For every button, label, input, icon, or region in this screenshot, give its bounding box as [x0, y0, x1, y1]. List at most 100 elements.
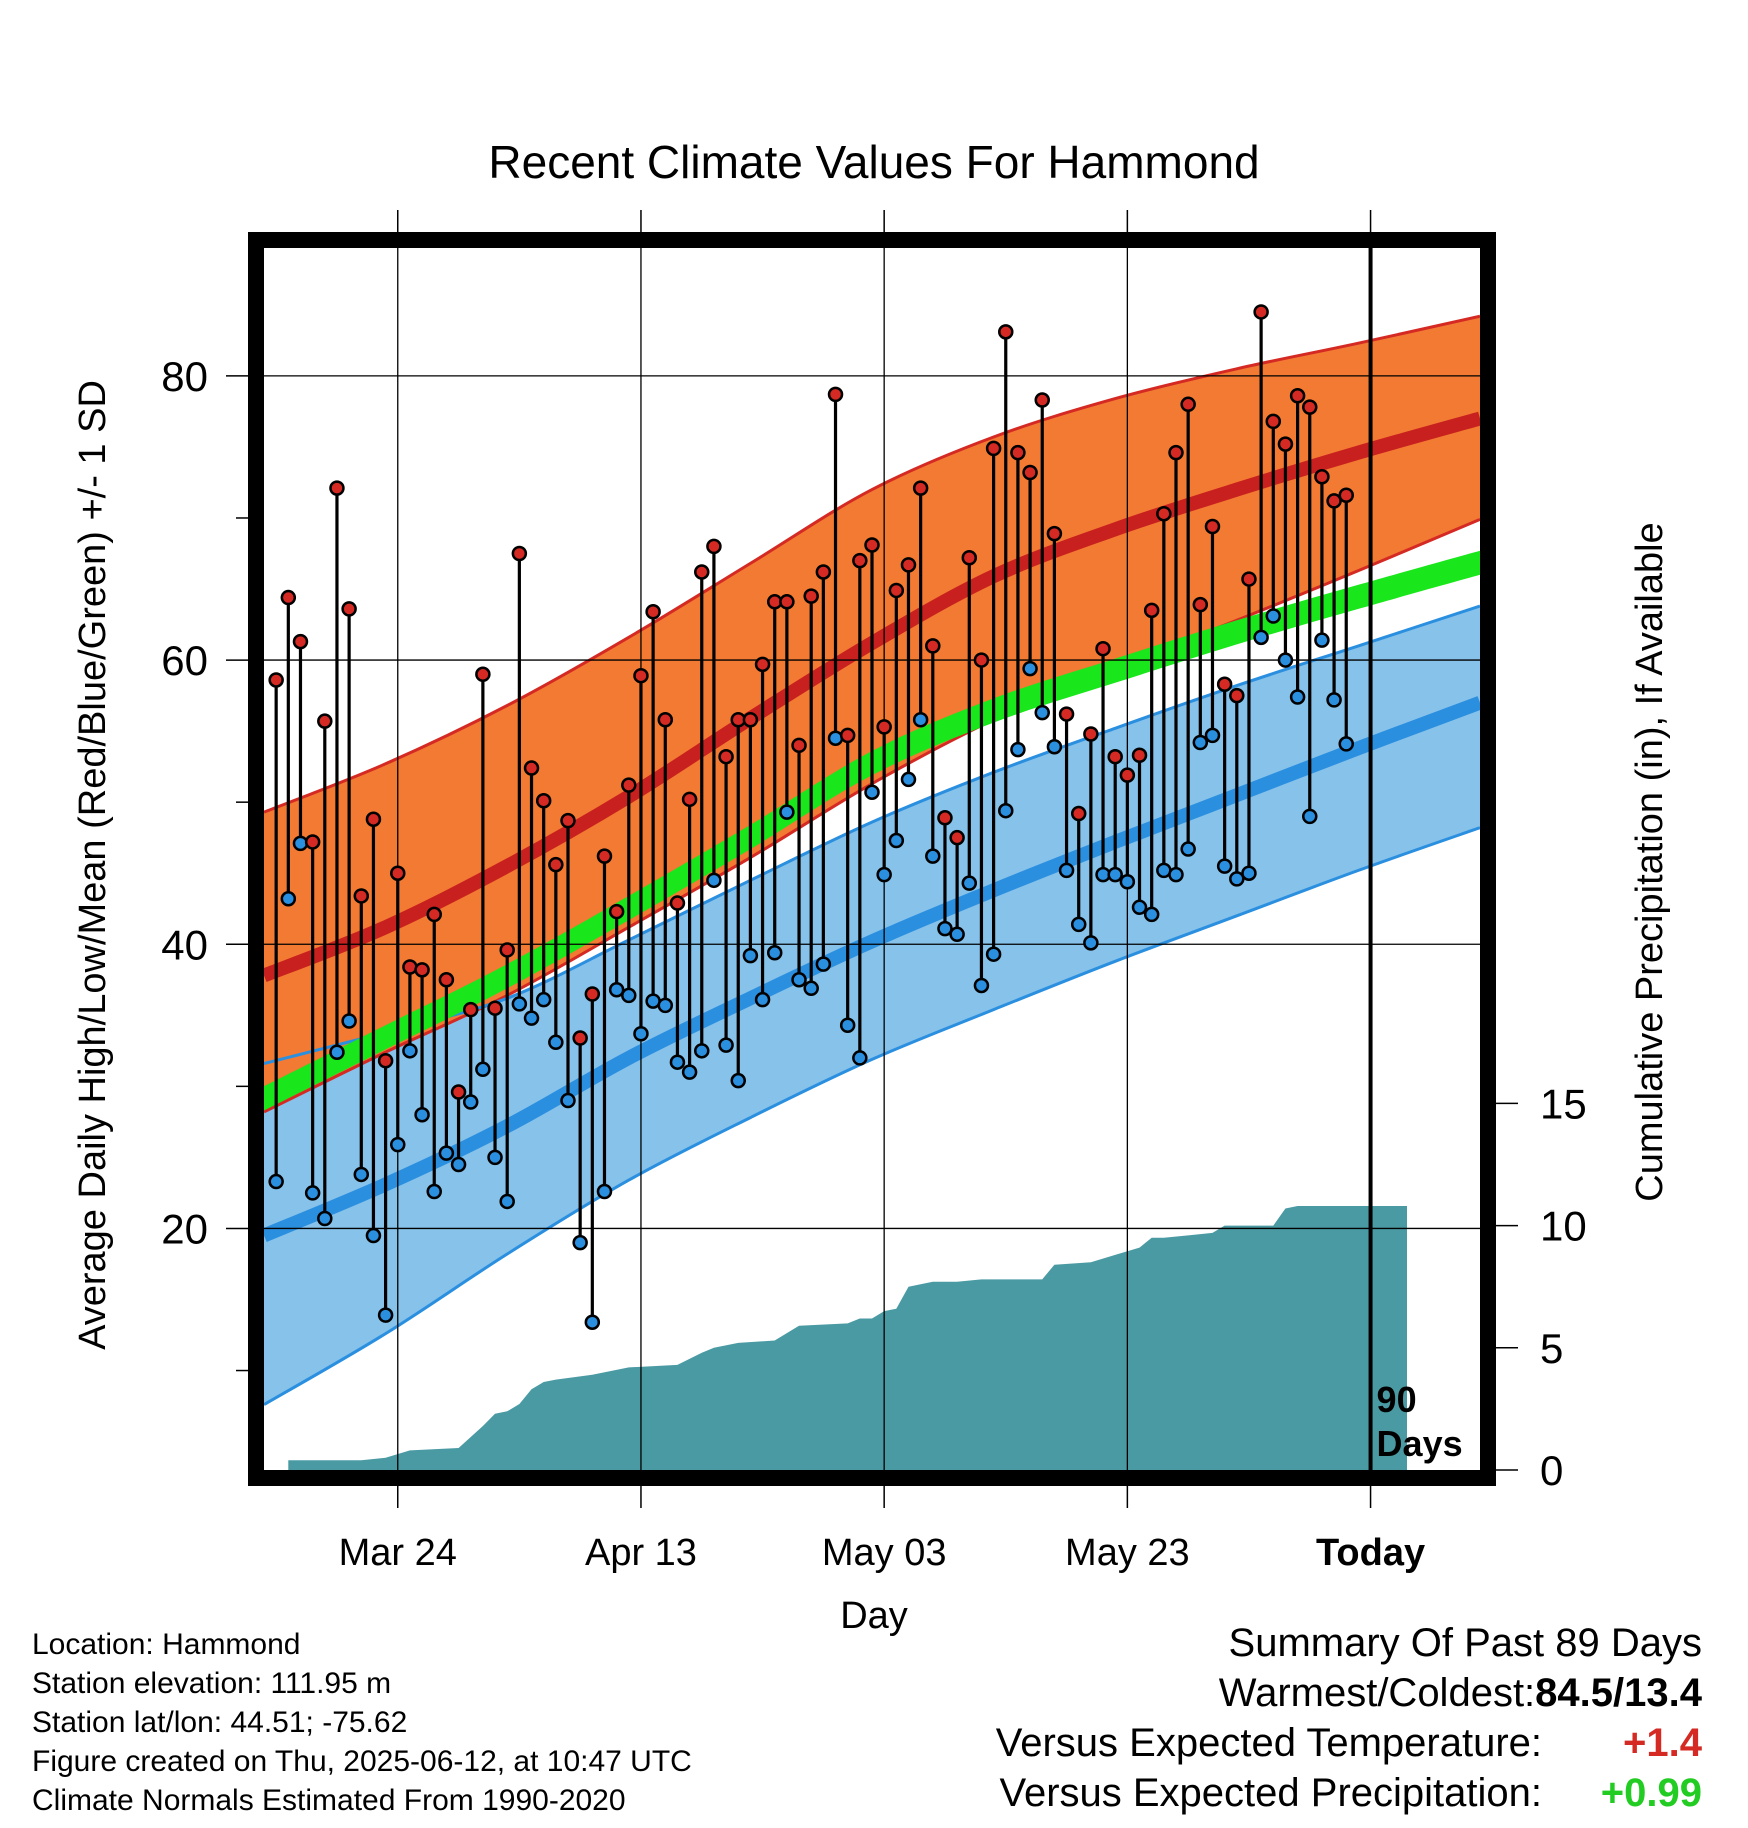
low-point — [608, 981, 625, 998]
low-point — [353, 1166, 370, 1183]
high-point — [1070, 805, 1087, 822]
high-point — [329, 480, 345, 496]
low-point — [1265, 608, 1282, 624]
low-point — [450, 1156, 467, 1173]
created-text: Figure created on Thu, 2025-06-12, at 10… — [32, 1745, 692, 1778]
high-point — [523, 760, 540, 776]
high-upper-line — [264, 314, 1480, 814]
low-point — [1253, 629, 1269, 646]
low-point — [414, 1107, 430, 1123]
high-point — [912, 480, 929, 496]
low-point — [438, 1145, 455, 1161]
low-point — [754, 991, 771, 1008]
high-point — [815, 564, 832, 580]
high-point — [511, 545, 528, 562]
high-point — [475, 666, 491, 683]
low-point — [900, 771, 917, 788]
high-point — [876, 719, 892, 735]
low-point — [949, 926, 965, 943]
high-point — [681, 791, 698, 808]
x-axis-label: Day — [840, 1595, 908, 1637]
high-point — [1095, 640, 1111, 657]
high-point — [1107, 748, 1123, 765]
low-point — [487, 1149, 503, 1166]
low-point — [377, 1307, 394, 1323]
low-point — [1229, 871, 1245, 887]
high-point — [377, 1053, 394, 1069]
low-point — [341, 1013, 357, 1029]
high-point — [1119, 767, 1136, 783]
low-point — [475, 1061, 491, 1078]
low-point — [657, 997, 674, 1014]
y-axis-label: Average Daily High/Low/Mean (Red/Blue/Gr… — [72, 380, 114, 1350]
low-point — [1180, 841, 1196, 857]
high-point — [1131, 747, 1148, 764]
high-point — [852, 552, 868, 569]
high-point — [1046, 525, 1063, 542]
low-lower-line — [264, 826, 1480, 1406]
low-point — [1241, 865, 1257, 881]
low-point — [1058, 862, 1075, 879]
high-point — [414, 962, 430, 978]
low-point — [803, 980, 819, 997]
low-point — [329, 1044, 345, 1060]
high-point — [1326, 493, 1342, 509]
high-point — [462, 1001, 479, 1018]
summary-precip-row: Versus Expected Precipitation: +0.99 — [996, 1768, 1702, 1818]
low-point — [742, 947, 759, 964]
high-point — [888, 582, 905, 599]
high-point — [633, 667, 649, 684]
low-point — [560, 1092, 576, 1109]
high-point — [535, 792, 552, 809]
x-tick-label: Apr 13 — [585, 1532, 697, 1574]
low-point — [1216, 858, 1233, 874]
station-info: Location: Hammond Station elevation: 111… — [32, 1625, 692, 1820]
temp-value: +1.4 — [1623, 1721, 1702, 1765]
low-point — [730, 1072, 746, 1089]
high-point — [973, 652, 990, 668]
high-point — [1289, 388, 1306, 404]
low-point — [1131, 899, 1148, 916]
high-point — [548, 856, 564, 873]
high-point — [341, 601, 357, 617]
x-tick-label: Today — [1316, 1532, 1425, 1574]
high-point — [1180, 396, 1196, 413]
high-point — [949, 829, 965, 846]
warmest-value: 84.5/13.4 — [1535, 1671, 1702, 1715]
plot-frame — [248, 232, 1496, 1486]
low-point — [268, 1173, 284, 1190]
x-tick-label: May 23 — [1065, 1532, 1190, 1574]
high-point — [864, 537, 880, 553]
high-point — [937, 810, 953, 826]
low-point — [402, 1043, 418, 1059]
low-point — [523, 1010, 540, 1026]
y-tick-label: 20 — [161, 1205, 208, 1252]
y2-tick-label: 15 — [1540, 1080, 1587, 1127]
high-point — [1338, 487, 1354, 503]
temp-label: Versus Expected Temperature: — [995, 1721, 1542, 1765]
high-point — [1241, 571, 1257, 587]
high-point — [742, 711, 759, 728]
high-point — [1216, 676, 1233, 692]
low-point — [548, 1034, 564, 1051]
low-point — [706, 872, 722, 889]
summary-temp-row: Versus Expected Temperature: +1.4 — [996, 1718, 1702, 1768]
low-point — [1277, 652, 1294, 668]
low-point — [572, 1234, 588, 1251]
low-point — [1192, 734, 1209, 751]
high-point — [706, 538, 722, 555]
low-point — [681, 1064, 698, 1080]
low-point — [912, 711, 929, 728]
y2-tick-label: 5 — [1540, 1325, 1563, 1372]
low-point — [876, 866, 892, 883]
high-point — [1083, 726, 1099, 742]
high-point — [985, 440, 1002, 457]
high-point — [621, 777, 637, 793]
low-point — [815, 956, 832, 972]
low-point — [779, 804, 795, 820]
high-point — [292, 633, 309, 650]
high-point — [694, 564, 710, 580]
high-point — [487, 1000, 503, 1016]
low-point — [1034, 704, 1050, 721]
low-point — [462, 1094, 479, 1110]
